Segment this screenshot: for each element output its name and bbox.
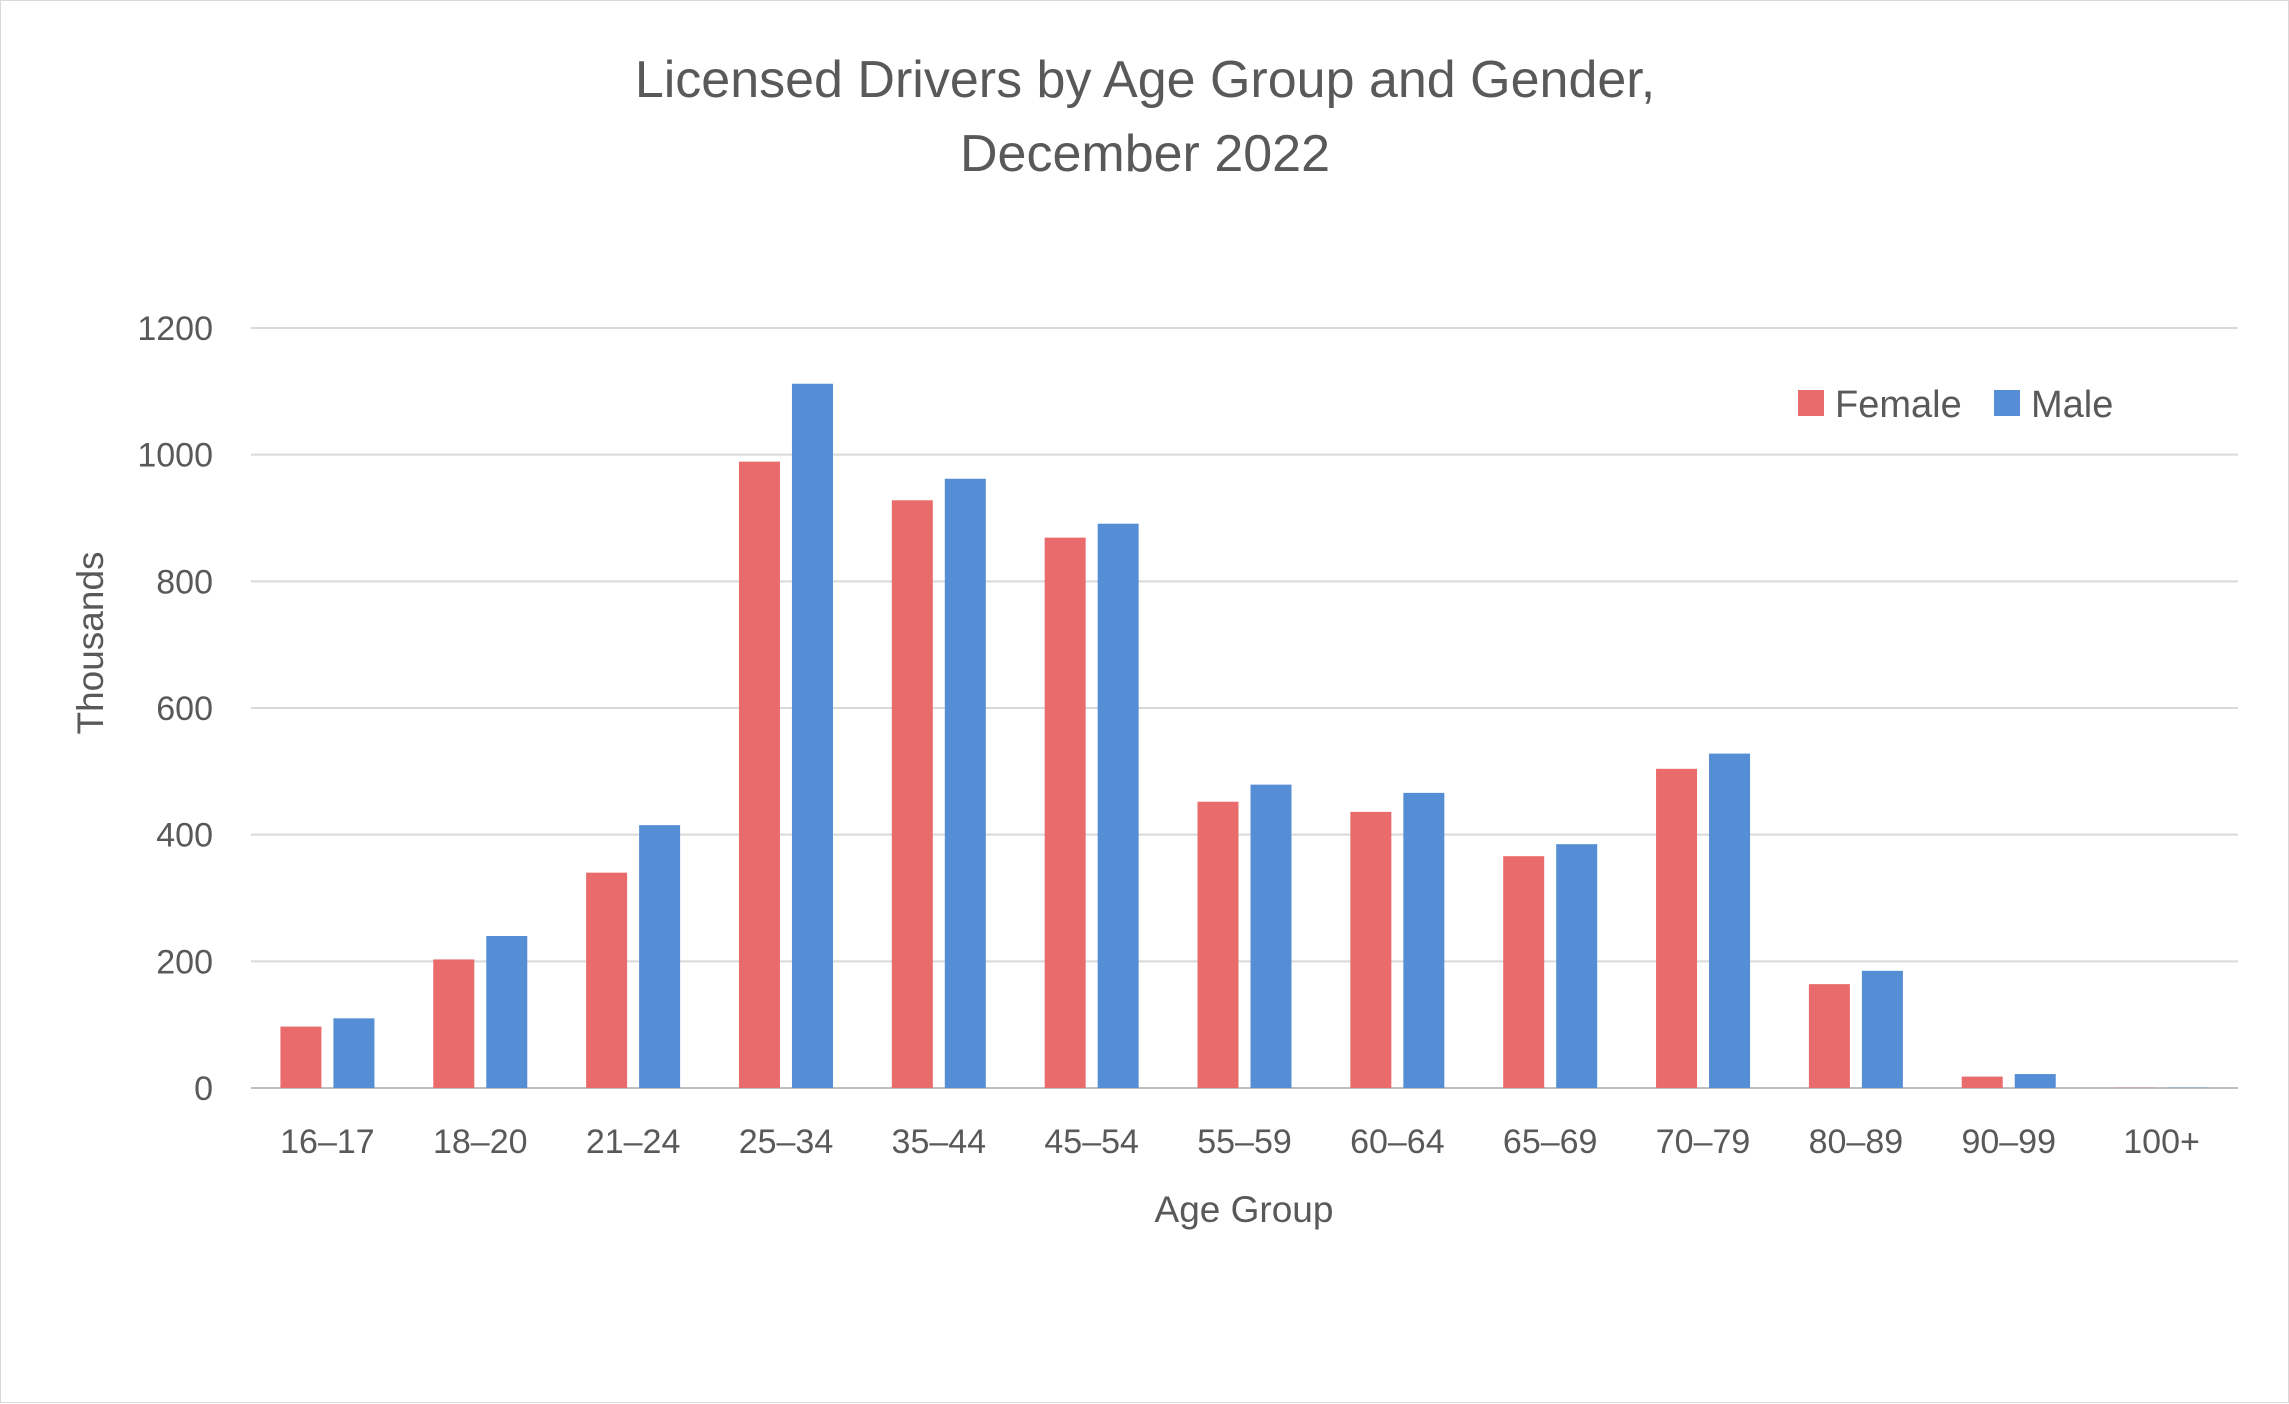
bar-male-8 bbox=[1403, 793, 1444, 1088]
x-tick-label: 21–24 bbox=[586, 1123, 681, 1161]
x-tick-label: 90–99 bbox=[1961, 1123, 2056, 1161]
bar-male-11 bbox=[1862, 971, 1903, 1088]
x-tick-label: 70–79 bbox=[1656, 1123, 1751, 1161]
bar-male-10 bbox=[1709, 754, 1750, 1088]
bar-male-7 bbox=[1251, 785, 1292, 1088]
bar-male-12 bbox=[2015, 1074, 2056, 1088]
chart-title-line1: Licensed Drivers by Age Group and Gender… bbox=[635, 51, 1655, 109]
bar-male-2 bbox=[486, 936, 527, 1088]
chart-title-line2: December 2022 bbox=[960, 125, 1330, 183]
bar-male-6 bbox=[1098, 524, 1139, 1088]
bar-female-8 bbox=[1350, 812, 1391, 1088]
x-tick-label: 100+ bbox=[2123, 1123, 2200, 1161]
y-tick-label: 1000 bbox=[137, 437, 213, 475]
legend-label-female: Female bbox=[1835, 384, 1962, 426]
y-axis-title: Thousands bbox=[70, 551, 111, 734]
bar-female-5 bbox=[892, 500, 933, 1088]
bar-female-7 bbox=[1198, 802, 1239, 1088]
bar-female-10 bbox=[1656, 769, 1697, 1088]
x-axis-title: Age Group bbox=[1155, 1189, 1334, 1230]
bar-female-12 bbox=[1962, 1077, 2003, 1088]
bar-female-2 bbox=[433, 959, 474, 1088]
y-tick-label: 800 bbox=[156, 563, 213, 601]
bar-female-9 bbox=[1503, 856, 1544, 1088]
y-tick-label: 400 bbox=[156, 817, 213, 855]
bar-male-5 bbox=[945, 479, 986, 1088]
bar-female-6 bbox=[1045, 538, 1086, 1088]
y-tick-label: 0 bbox=[194, 1070, 213, 1108]
y-axis-ticks: 0 200 400 600 800 1000 1200 bbox=[137, 310, 213, 1108]
x-tick-label: 16–17 bbox=[280, 1123, 375, 1161]
bar-male-1 bbox=[333, 1018, 374, 1088]
bar-male-3 bbox=[639, 825, 680, 1088]
y-tick-label: 200 bbox=[156, 943, 213, 981]
legend: Female Male bbox=[1798, 384, 2113, 426]
bar-female-11 bbox=[1809, 984, 1850, 1088]
x-tick-label: 18–20 bbox=[433, 1123, 528, 1161]
y-tick-label: 600 bbox=[156, 690, 213, 728]
legend-label-male: Male bbox=[2031, 384, 2113, 426]
x-tick-label: 60–64 bbox=[1350, 1123, 1445, 1161]
legend-swatch-male bbox=[1994, 390, 2020, 416]
y-tick-label: 1200 bbox=[137, 310, 213, 348]
bar-female-3 bbox=[586, 873, 627, 1088]
gridlines bbox=[251, 328, 2238, 1088]
x-tick-label: 55–59 bbox=[1197, 1123, 1292, 1161]
bar-male-4 bbox=[792, 384, 833, 1088]
bars bbox=[280, 384, 2208, 1088]
x-tick-label: 25–34 bbox=[739, 1123, 834, 1161]
legend-swatch-female bbox=[1798, 390, 1824, 416]
x-tick-label: 35–44 bbox=[892, 1123, 987, 1161]
bar-male-9 bbox=[1556, 844, 1597, 1088]
bar-female-1 bbox=[280, 1027, 321, 1088]
x-axis-ticks: 16–17 18–20 21–24 25–34 35–44 45–54 55–59 60–64… bbox=[280, 1123, 2200, 1161]
x-tick-label: 45–54 bbox=[1044, 1123, 1139, 1161]
x-tick-label: 65–69 bbox=[1503, 1123, 1598, 1161]
bar-female-4 bbox=[739, 462, 780, 1088]
x-tick-label: 80–89 bbox=[1809, 1123, 1904, 1161]
